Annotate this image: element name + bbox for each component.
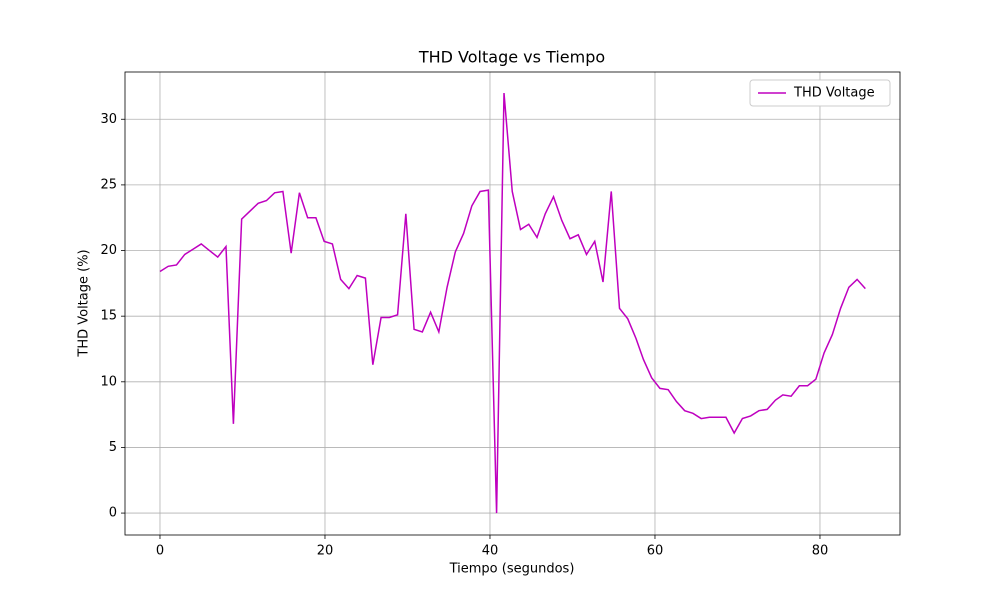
y-tick-label: 5: [109, 440, 117, 455]
y-axis-label: THD Voltage (%): [77, 249, 92, 357]
y-tick-label: 15: [100, 309, 117, 324]
plot-frame: [124, 71, 901, 536]
y-tick-label: 20: [100, 243, 117, 258]
x-axis-label: Tiempo (segundos): [449, 562, 575, 577]
y-tick-label: 0: [109, 506, 117, 521]
chart-title: THD Voltage vs Tiempo: [418, 48, 605, 67]
data-line: [159, 92, 866, 514]
x-tick-label: 0: [156, 544, 164, 559]
legend-label: THD Voltage: [793, 86, 875, 101]
y-tick-label: 30: [100, 112, 117, 127]
x-tick-label: 80: [812, 544, 829, 559]
x-tick-label: 40: [482, 544, 499, 559]
x-tick-label: 60: [647, 544, 664, 559]
x-tick-label: 20: [317, 544, 334, 559]
y-tick-label: 25: [100, 177, 117, 192]
legend-box: [749, 79, 891, 107]
y-tick-label: 10: [100, 374, 117, 389]
